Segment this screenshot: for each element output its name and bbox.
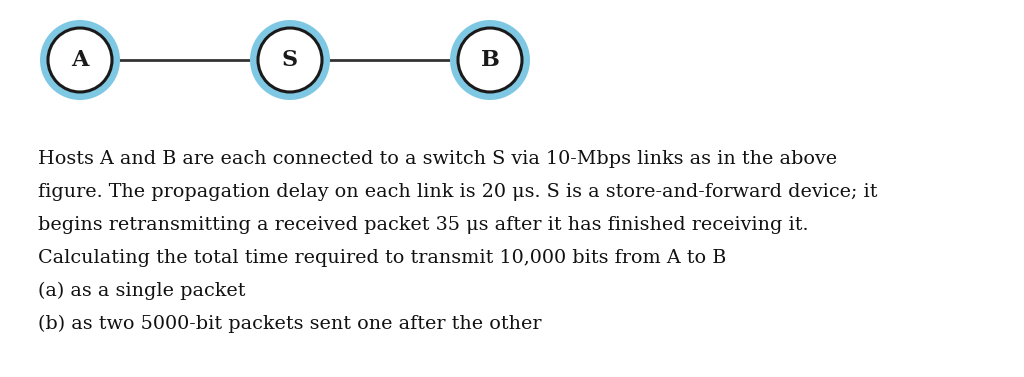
Text: A: A (72, 49, 89, 71)
Circle shape (48, 28, 112, 92)
Text: Hosts A and B are each connected to a switch S via 10-Mbps links as in the above: Hosts A and B are each connected to a sw… (38, 150, 838, 168)
Text: S: S (282, 49, 298, 71)
Text: figure. The propagation delay on each link is 20 μs. S is a store-and-forward de: figure. The propagation delay on each li… (38, 183, 878, 201)
Circle shape (458, 28, 522, 92)
Circle shape (250, 20, 330, 100)
Text: Calculating the total time required to transmit 10,000 bits from A to B: Calculating the total time required to t… (38, 249, 726, 267)
Text: (a) as a single packet: (a) as a single packet (38, 282, 246, 300)
Text: B: B (480, 49, 500, 71)
Circle shape (450, 20, 530, 100)
Text: begins retransmitting a received packet 35 μs after it has finished receiving it: begins retransmitting a received packet … (38, 216, 809, 234)
Text: (b) as two 5000-bit packets sent one after the other: (b) as two 5000-bit packets sent one aft… (38, 315, 542, 333)
Circle shape (258, 28, 322, 92)
Circle shape (40, 20, 120, 100)
